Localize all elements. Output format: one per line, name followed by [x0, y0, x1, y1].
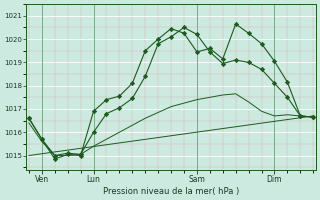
X-axis label: Pression niveau de la mer( hPa ): Pression niveau de la mer( hPa ): [103, 187, 239, 196]
